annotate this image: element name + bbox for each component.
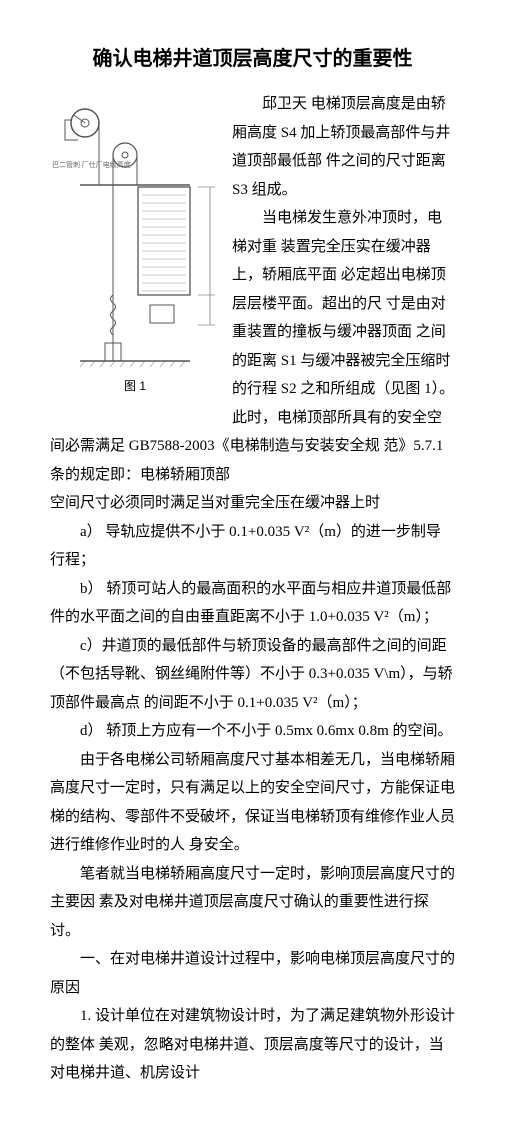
figure-left-label: 巴二管刺 厂仕厂电级高度 [52, 160, 131, 169]
item-d: d） 轿顶上方应有一个不小于 0.5mx 0.6mx 0.8m 的空间。 [50, 717, 455, 746]
paragraph-5: 1. 设计单位在对建筑物设计时，为了满足建筑物外形设计的整体 美观，忽略对电梯井… [50, 1002, 455, 1088]
figure-1: 巴二管刺 厂仕厂电级高度 图 1 [50, 90, 220, 400]
paragraph-4: 笔者就当电梯轿厢高度尺寸一定时，影响顶层高度尺寸的主要因 素及对电梯井道顶层高度… [50, 860, 455, 946]
paragraph-3: 由于各电梯公司轿厢高度尺寸基本相差无几，当电梯轿厢高度尺寸一定时，只有满足以上的… [50, 746, 455, 860]
page-title: 确认电梯井道顶层高度尺寸的重要性 [50, 40, 455, 78]
figure-caption: 图 1 [124, 375, 146, 398]
item-a: a） 导轨应提供不小于 0.1+0.035 V²（m）的进一步制导行程； [50, 518, 455, 575]
item-b: b） 轿顶可站人的最高面积的水平面与相应井道顶最低部件的水平面之间的自由垂直距离… [50, 575, 455, 632]
paragraph-2: 空间尺寸必须同时满足当对重完全压在缓冲器上时 [50, 489, 455, 518]
item-c: c）井道顶的最低部件与轿顶设备的最高部件之间的间距（不包括导靴、钢丝绳附件等）不… [50, 632, 455, 718]
section-heading-1: 一、在对电梯井道设计过程中，影响电梯顶层高度尺寸的原因 [50, 945, 455, 1002]
